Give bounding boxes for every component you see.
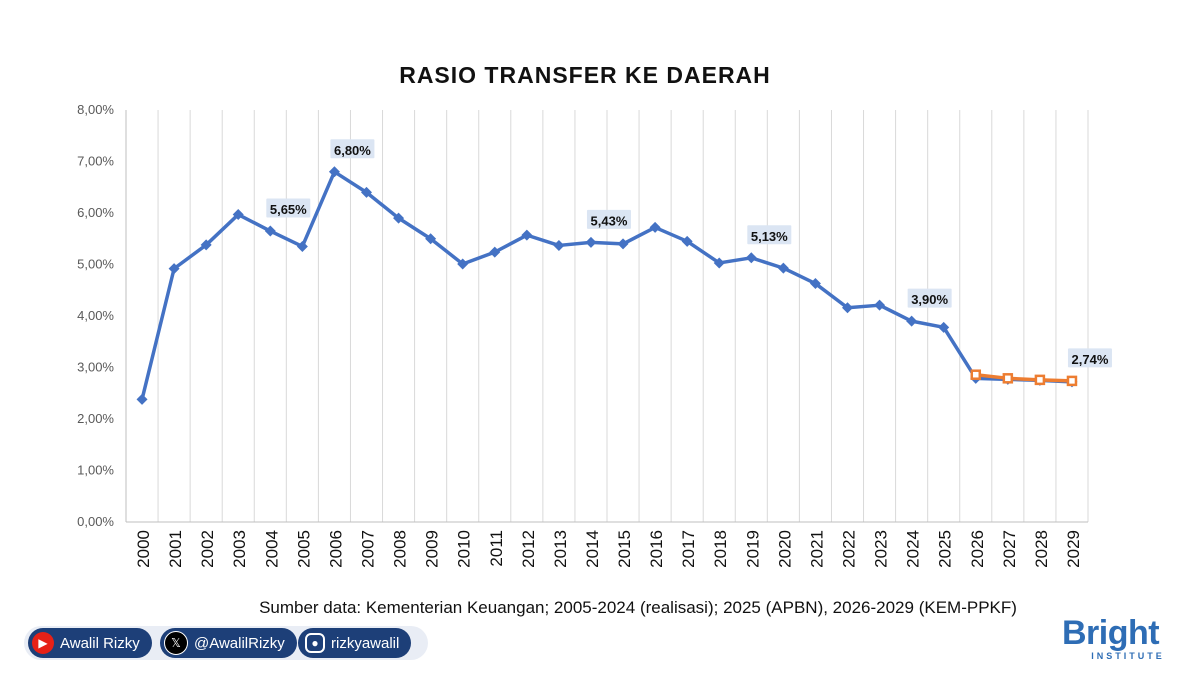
x-tick-label: 2007 xyxy=(359,530,378,568)
data-label-bg xyxy=(586,209,631,229)
x-tick-label: 2002 xyxy=(198,530,217,568)
y-tick-label: 5,00% xyxy=(77,257,114,272)
x-tick-label: 2014 xyxy=(583,530,602,568)
data-point xyxy=(617,238,629,250)
instagram-label: rizkyawalil xyxy=(331,634,400,652)
x-tick-label: 2025 xyxy=(936,530,955,568)
x-tick-label: 2022 xyxy=(840,530,859,568)
data-point xyxy=(649,221,661,233)
x-label: @AwalilRizky xyxy=(194,634,285,652)
data-label-bg xyxy=(266,198,311,218)
data-point xyxy=(906,315,918,327)
data-point xyxy=(553,239,565,251)
x-tick-label: 2019 xyxy=(743,530,762,568)
x-tick-label: 2000 xyxy=(134,530,153,568)
y-tick-label: 7,00% xyxy=(77,154,114,169)
data-label: 5,65% xyxy=(270,202,307,217)
data-label-bg xyxy=(747,225,792,245)
data-label: 6,80% xyxy=(334,143,371,158)
data-point xyxy=(457,258,469,270)
data-point xyxy=(777,262,789,274)
x-tick-label: 2009 xyxy=(423,530,442,568)
x-tick-label: 2018 xyxy=(711,530,730,568)
chart-title: RASIO TRANSFER KE DAERAH xyxy=(399,62,771,88)
x-tick-label: 2006 xyxy=(326,530,345,568)
x-tick-label: 2028 xyxy=(1032,530,1051,568)
data-label-bg xyxy=(1067,348,1112,368)
x-tick-label: 2029 xyxy=(1064,530,1083,568)
data-point xyxy=(585,236,597,248)
data-point xyxy=(1002,373,1014,384)
x-tick-label: 2020 xyxy=(775,530,794,568)
data-point xyxy=(361,186,372,198)
youtube-link[interactable]: ▶ Awalil Rizky xyxy=(28,628,152,658)
data-point xyxy=(296,240,308,252)
data-point xyxy=(200,239,212,251)
x-tick-label: 2005 xyxy=(294,530,313,568)
x-tick-label: 2024 xyxy=(904,530,923,568)
x-tick-label: 2027 xyxy=(1000,530,1019,568)
data-label: 5,13% xyxy=(751,229,788,244)
x-tick-label: 2023 xyxy=(872,530,891,568)
data-point xyxy=(713,257,725,269)
series-line xyxy=(975,372,1073,383)
data-point xyxy=(681,235,693,247)
data-point xyxy=(1034,374,1046,386)
series-line xyxy=(140,170,1073,400)
x-tick-label: 2013 xyxy=(551,530,570,568)
data-point xyxy=(1066,375,1078,387)
y-tick-label: 8,00% xyxy=(77,102,114,117)
youtube-label: Awalil Rizky xyxy=(60,634,140,652)
y-tick-label: 2,00% xyxy=(77,411,114,426)
x-icon: 𝕏 xyxy=(164,631,188,655)
data-label-bg xyxy=(330,139,375,159)
source-note: Sumber data: Kementerian Keuangan; 2005-… xyxy=(259,598,1017,617)
x-tick-label: 2011 xyxy=(487,530,506,567)
data-point xyxy=(842,302,853,314)
data-point xyxy=(168,263,180,275)
x-tick-label: 2012 xyxy=(519,530,538,568)
data-label: 3,90% xyxy=(911,292,948,307)
x-tick-label: 2015 xyxy=(615,530,634,568)
instagram-icon: ● xyxy=(305,633,325,653)
data-point xyxy=(489,246,501,258)
brand-sub: INSTITUTE xyxy=(1091,651,1165,661)
brand-name: Bright xyxy=(1062,614,1160,652)
x-tick-label: 2016 xyxy=(647,530,666,568)
y-tick-label: 6,00% xyxy=(77,205,114,220)
data-point xyxy=(745,252,757,264)
x-tick-label: 2017 xyxy=(679,530,698,568)
data-point xyxy=(809,278,821,290)
youtube-icon: ▶ xyxy=(32,632,54,654)
line-chart: 0,00% 1,00% 2,00% 3,00% 4,00% 5,00% 6,00% 7,00%… xyxy=(77,102,1112,568)
x-tick-label: 2021 xyxy=(807,530,826,568)
data-point xyxy=(232,209,244,221)
instagram-link[interactable]: ● rizkyawalil xyxy=(298,628,412,658)
x-tick-label: 2001 xyxy=(166,530,185,568)
data-point xyxy=(938,321,950,333)
y-tick-label: 4,00% xyxy=(77,308,114,323)
y-tick-label: 0,00% xyxy=(77,514,114,529)
data-point xyxy=(874,299,886,311)
x-tick-label: 2003 xyxy=(230,530,249,568)
y-tick-label: 3,00% xyxy=(77,360,114,375)
x-tick-label: 2026 xyxy=(968,530,987,568)
data-point xyxy=(521,229,533,241)
data-point xyxy=(425,233,437,245)
x-tick-label: 2010 xyxy=(455,530,474,568)
x-link[interactable]: 𝕏 @AwalilRizky xyxy=(160,628,297,658)
data-label-bg xyxy=(907,288,952,308)
data-point xyxy=(264,225,276,237)
data-label: 2,74% xyxy=(1072,352,1109,367)
x-tick-label: 2004 xyxy=(262,530,281,568)
data-point xyxy=(136,393,148,405)
data-point xyxy=(328,166,340,178)
x-tick-label: 2008 xyxy=(391,530,410,568)
data-point xyxy=(970,369,982,380)
y-tick-label: 1,00% xyxy=(77,463,114,478)
data-label: 5,43% xyxy=(591,213,628,228)
brand-logo: Bright INSTITUTE xyxy=(1062,616,1186,668)
data-point xyxy=(393,212,405,224)
